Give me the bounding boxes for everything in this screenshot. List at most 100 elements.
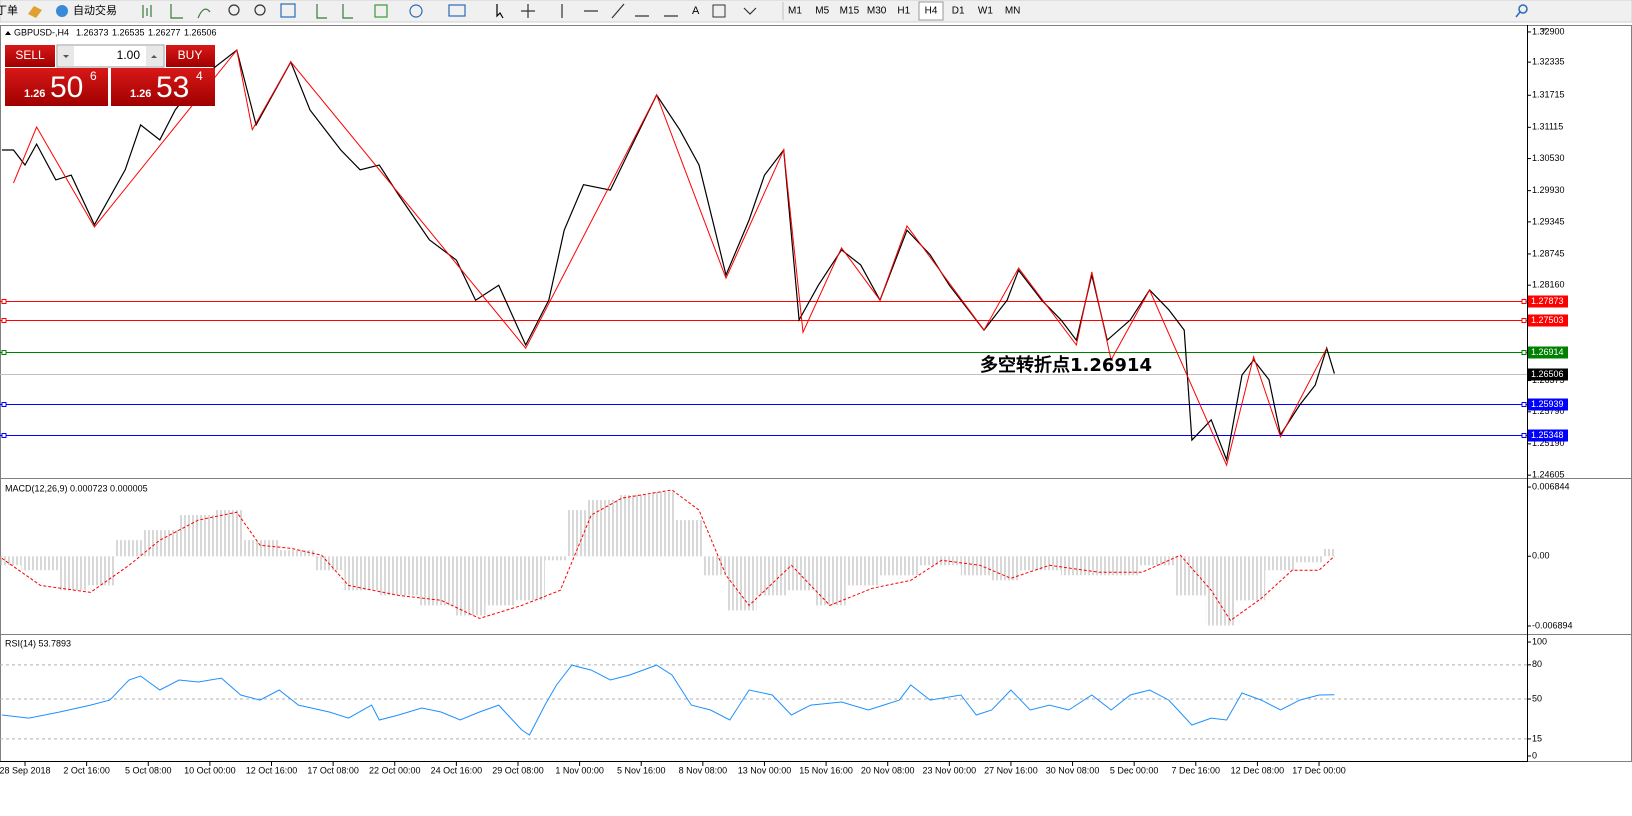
timeframe-button[interactable]: M30 xyxy=(867,6,887,17)
x-tick-label: 12 Dec 08:00 xyxy=(1231,765,1285,775)
y-tick-label: 1.32900 xyxy=(1532,26,1565,36)
sell-button[interactable] xyxy=(5,45,55,67)
histogram-bar xyxy=(814,556,846,606)
timeframe-button[interactable]: D1 xyxy=(952,6,965,17)
ohlc: 1.26506 xyxy=(184,27,217,37)
lot-value[interactable]: 1.00 xyxy=(117,48,141,62)
ask-big[interactable]: 1.26 xyxy=(130,88,151,100)
histogram-bar xyxy=(675,520,703,557)
x-tick-label: 10 Oct 00:00 xyxy=(184,765,236,775)
ask-frac[interactable]: 4 xyxy=(196,69,203,83)
lot-up[interactable] xyxy=(151,55,157,58)
timeframe-button[interactable]: H1 xyxy=(897,6,910,17)
histogram-bar xyxy=(1176,556,1206,596)
y-tick-label: 1.30530 xyxy=(1532,153,1565,163)
lot-input[interactable] xyxy=(56,44,165,68)
timeframe-button[interactable]: W1 xyxy=(978,6,993,17)
bid-frac[interactable]: 6 xyxy=(90,69,97,83)
panel: 100 80 50 15 0 xyxy=(0,636,1547,760)
x-tick-label: 2 Oct 16:00 xyxy=(63,765,110,775)
icon[interactable] xyxy=(56,5,68,17)
icon[interactable] xyxy=(28,6,42,18)
toolbar-button[interactable]: 丁单 xyxy=(0,4,18,17)
price-tag-label: 1.25348 xyxy=(1531,430,1564,440)
level-handle xyxy=(1,433,7,438)
x-tick-label: 22 Oct 00:00 xyxy=(369,765,421,775)
y-tick-label: 1.31715 xyxy=(1532,90,1565,100)
annotation: 多空转折点1.26914 xyxy=(980,354,1152,376)
histogram-bar xyxy=(1265,556,1296,571)
y-tick-label: 15 xyxy=(1532,733,1542,743)
timeframe-button[interactable]: M1 xyxy=(788,6,802,17)
series-line xyxy=(1,664,1335,736)
level-handle xyxy=(1521,318,1527,323)
plots: 1.32900 1.32335 1.31715 1.31115 1.30530 1.299… xyxy=(0,26,1573,775)
bid-box[interactable] xyxy=(5,68,108,106)
toolbar-icons[interactable] xyxy=(142,3,757,19)
histogram-bar xyxy=(1322,548,1337,557)
histogram-bar xyxy=(514,556,545,601)
timeframe-button[interactable]: MN xyxy=(1005,6,1021,17)
x-tick-label: 24 Oct 16:00 xyxy=(431,765,483,775)
histogram-bar xyxy=(727,556,757,611)
search-icon[interactable] xyxy=(1515,11,1521,18)
x-tick-label: 5 Nov 16:00 xyxy=(617,765,666,775)
y-tick-label: -0.006894 xyxy=(1532,620,1573,630)
timeframe-button[interactable]: M15 xyxy=(840,6,860,17)
histogram-bar xyxy=(845,556,880,586)
bid-pips[interactable]: 50 xyxy=(50,71,83,104)
y-tick-label: 1.28745 xyxy=(1532,248,1565,258)
icon[interactable]: A xyxy=(692,5,700,17)
price-tag-label: 1.27873 xyxy=(1531,296,1564,306)
histogram-bar xyxy=(456,556,486,616)
level-handle xyxy=(1,318,7,323)
x-tick-label: 7 Dec 16:00 xyxy=(1172,765,1221,775)
sell-label[interactable]: SELL xyxy=(15,48,45,62)
ask-box[interactable] xyxy=(111,68,215,106)
active-timeframe[interactable] xyxy=(918,1,944,21)
price-tag-label: 1.25939 xyxy=(1531,399,1564,409)
x-tick-label: 20 Nov 08:00 xyxy=(861,765,915,775)
toolbar-button[interactable]: 自动交易 xyxy=(73,3,117,17)
histogram-bar xyxy=(1020,556,1062,571)
level-handle xyxy=(1,402,7,407)
ohlc: 1.26535 xyxy=(112,27,145,37)
bid-big[interactable]: 1.26 xyxy=(24,88,45,100)
x-tick-label: 27 Nov 16:00 xyxy=(984,765,1038,775)
icon[interactable] xyxy=(712,4,726,18)
buy-label[interactable]: BUY xyxy=(178,48,203,62)
level-handle xyxy=(1521,402,1527,407)
histogram-bar xyxy=(879,556,921,576)
histogram-bar xyxy=(59,556,89,591)
histogram-bar xyxy=(1139,556,1177,566)
y-tick-label: 80 xyxy=(1532,659,1542,669)
histogram-bar xyxy=(702,556,728,576)
lot-down[interactable] xyxy=(63,55,69,58)
indicator-title: MACD(12,26,9) 0.000723 0.000005 xyxy=(5,483,148,493)
level-handle xyxy=(1521,433,1527,438)
timeframe-button[interactable]: M5 xyxy=(815,6,829,17)
y-tick-label: 1.29930 xyxy=(1532,185,1565,195)
histogram-bar xyxy=(344,556,380,591)
histogram-bar xyxy=(179,515,214,557)
buy-button[interactable] xyxy=(166,45,215,67)
search-icon[interactable] xyxy=(1518,4,1528,14)
histogram-bar xyxy=(379,556,420,596)
x-tick-label: 30 Nov 08:00 xyxy=(1046,765,1100,775)
panel: 0.006844 0.00 -0.006894 xyxy=(0,481,1573,630)
price-tag xyxy=(1528,346,1568,359)
histogram-bar xyxy=(544,556,569,561)
histogram-bar xyxy=(1205,556,1235,626)
x-tick-label: 17 Dec 00:00 xyxy=(1292,765,1346,775)
y-tick-label: 1.29345 xyxy=(1532,216,1565,226)
level-handle xyxy=(1521,350,1527,355)
timeframe-button[interactable]: H4 xyxy=(925,6,938,17)
histogram-bar xyxy=(1234,556,1266,601)
panel: 1.32900 1.32335 1.31715 1.31115 1.30530 1.299… xyxy=(0,26,1568,775)
x-tick-label: 12 Oct 16:00 xyxy=(246,765,298,775)
x-tick-label: 15 Nov 16:00 xyxy=(799,765,853,775)
x-tick-label: 13 Nov 00:00 xyxy=(738,765,792,775)
ask-pips[interactable]: 53 xyxy=(156,71,189,104)
